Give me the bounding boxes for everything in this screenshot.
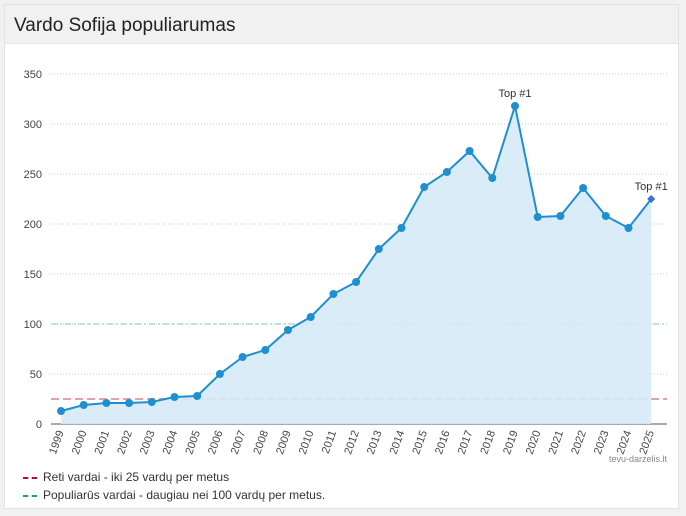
x-tick-label: 2011 [320,429,339,455]
y-tick-label: 100 [24,319,42,331]
x-tick-label: 2019 [501,429,521,456]
x-tick-label: 2010 [297,429,317,456]
legend-item-rare: Reti vardai - iki 25 vardų per metus [23,470,229,484]
data-point-marker [57,407,65,415]
x-tick-label: 2008 [251,429,271,456]
y-tick-label: 350 [24,69,42,81]
page-title: Vardo Sofija populiarumas [14,15,236,36]
x-tick-label: 2004 [161,429,181,456]
legend-item-popular: Populiarūs vardai - daugiau nei 100 vard… [23,488,325,502]
data-point-marker [488,174,497,182]
x-tick-label: 2002 [115,429,135,456]
y-tick-label: 250 [24,169,42,181]
watermark-text: tevu-darzelis.lt [609,454,668,464]
x-tick-label: 2007 [229,429,249,456]
data-point-marker [261,346,270,354]
x-tick-label: 2017 [456,429,476,456]
legend-label-popular: Populiarūs vardai - daugiau nei 100 vard… [43,488,326,502]
x-tick-label: 2003 [138,429,158,456]
data-point-marker [533,213,542,221]
x-tick-label: 2009 [274,429,294,456]
data-point-marker [420,183,429,191]
data-point-marker [556,212,565,220]
x-tick-label: 2025 [637,429,657,456]
y-tick-label: 50 [30,369,42,381]
data-point-marker [329,290,338,298]
x-tick-label: 2018 [478,429,498,456]
data-point-marker [306,313,315,321]
data-point-marker [352,278,361,286]
x-tick-label: 2023 [592,429,612,456]
x-tick-label: 2024 [615,429,635,456]
data-point-marker [442,168,451,176]
x-tick-label: 2013 [365,429,385,456]
chart-card: Vardo Sofija populiarumas 0 50 100 150 200 25… [4,4,679,509]
x-tick-label: 1999 [47,429,67,456]
y-tick-label: 150 [24,269,42,281]
data-point-marker [511,102,519,110]
data-point-marker [170,393,179,401]
card-header [5,5,678,44]
data-point-marker [284,326,292,334]
series-area [61,106,652,424]
data-point-marker [397,224,406,232]
legend-label-rare: Reti vardai - iki 25 vardų per metus [43,470,230,484]
data-point-marker [647,195,656,203]
data-point-marker [147,398,156,406]
data-point-marker [125,399,134,407]
x-tick-label: 2005 [183,429,203,456]
data-point-marker [624,224,633,232]
y-tick-label: 200 [24,219,42,231]
x-tick-label: 2020 [524,429,544,456]
data-point-marker [579,184,588,192]
legend-swatch-rare [23,476,37,479]
x-tick-label: 2016 [433,429,453,456]
x-tick-label: 2012 [342,429,362,456]
y-tick-label: 300 [24,119,42,131]
x-tick-label: 2021 [547,429,567,456]
data-point-marker [238,353,247,361]
x-tick-label: 2014 [388,429,408,456]
data-point-marker [193,392,202,400]
x-tick-label: 2015 [410,429,430,456]
data-annotation: Top #1 [635,181,668,193]
data-annotation: Top #1 [498,88,531,100]
y-tick-label: 0 [36,419,42,431]
legend-swatch-popular [23,494,37,497]
x-tick-label: 2022 [569,429,589,456]
data-point-marker [102,399,111,407]
data-point-marker [601,212,610,220]
x-tick-label: 2006 [206,429,226,456]
x-tick-label: 2001 [93,429,113,456]
data-point-marker [215,370,224,378]
x-tick-label: 2000 [70,429,90,456]
data-point-marker [374,245,383,253]
data-point-marker [79,401,88,409]
data-point-marker [465,147,474,155]
